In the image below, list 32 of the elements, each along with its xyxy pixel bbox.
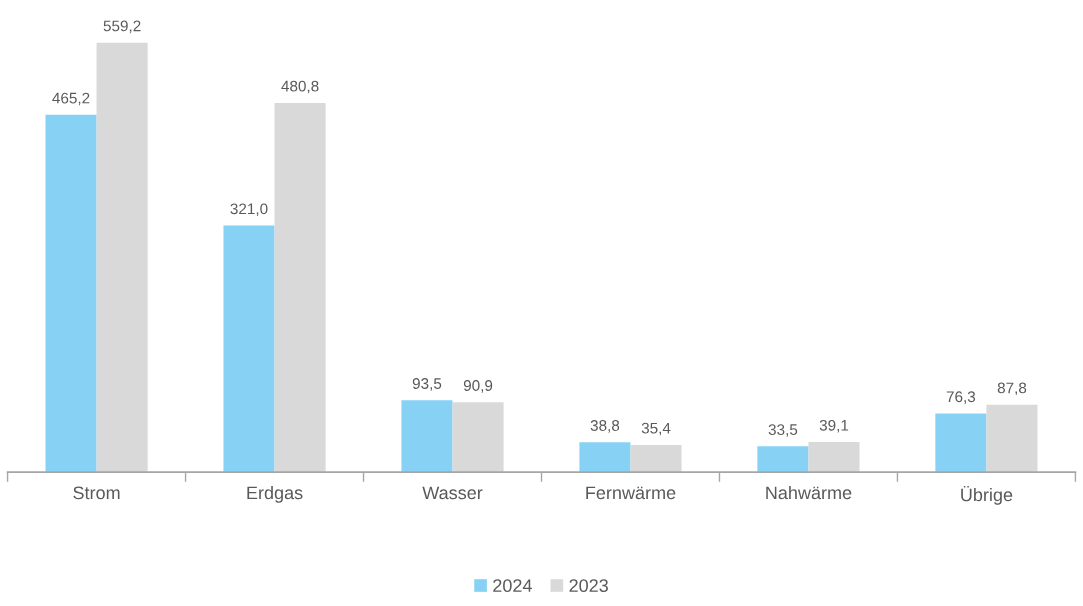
data-label: 465,2 [52,92,90,106]
data-label: 321,0 [230,203,268,217]
data-label: 38,8 [590,420,620,433]
x-tick-label: Erdgas [247,485,303,503]
bar [808,442,860,473]
data-label: 35,4 [641,422,671,436]
bar [274,102,326,473]
bar [986,404,1038,473]
bar [935,413,987,473]
bar [452,402,504,473]
bar [401,400,453,473]
data-label: 33,5 [768,424,798,437]
data-label: 559,2 [103,20,141,34]
x-tick-label: Übrige [961,485,1013,505]
data-label: 90,9 [463,380,493,393]
bar [96,42,148,473]
x-tick-label: Strom [73,486,120,500]
data-label: 93,5 [412,378,442,391]
x-tick-label: Wasser [422,486,483,500]
bar [579,442,631,473]
legend-label: 2024 [493,579,532,593]
bar [757,446,809,473]
legend-label: 2023 [569,579,608,593]
x-tick-label: Nahwärme [766,485,852,500]
data-label: 87,8 [997,382,1027,396]
bar [223,225,275,473]
bar [45,114,97,473]
data-label: 76,3 [946,391,976,404]
data-label: 39,1 [819,419,849,433]
bar [630,444,682,473]
data-label: 480,8 [281,80,319,94]
x-tick-label: Fernwärme [586,486,676,500]
